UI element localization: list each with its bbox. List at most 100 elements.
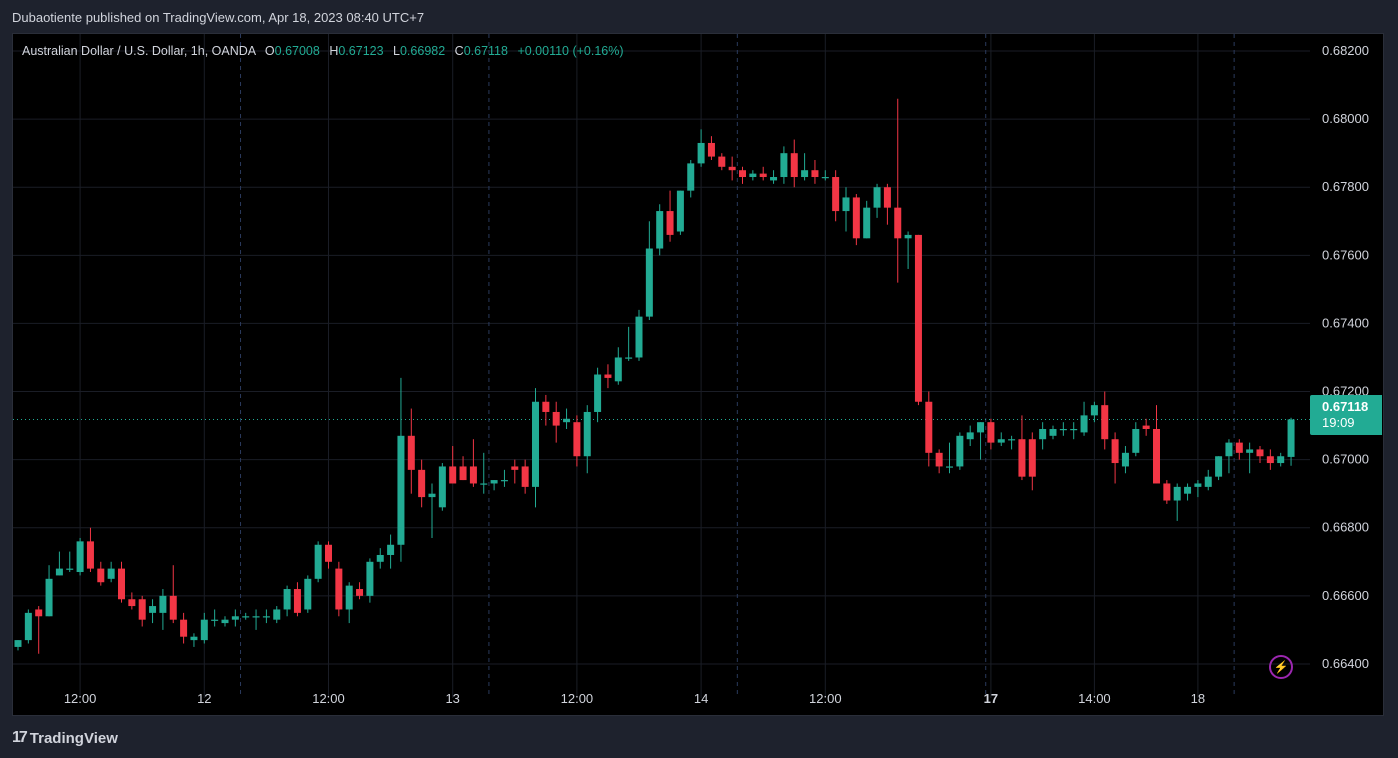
grid-lines — [13, 34, 1310, 698]
y-tick-label: 0.66400 — [1322, 656, 1369, 671]
candle-body — [1142, 425, 1150, 429]
candle — [231, 609, 239, 627]
candle-body — [521, 466, 529, 487]
candle-countdown: 19:09 — [1322, 415, 1355, 430]
candle-body — [676, 190, 684, 232]
candle-body — [128, 599, 136, 607]
candle-body — [76, 541, 84, 573]
candle-body — [573, 422, 581, 457]
candle-body — [780, 153, 788, 178]
candle-body — [1184, 486, 1192, 494]
close-value: 0.67118 — [463, 44, 508, 58]
candles — [14, 98, 1295, 654]
candle-body — [1256, 449, 1264, 457]
candle — [552, 401, 560, 443]
candle — [635, 309, 643, 361]
candle — [821, 170, 829, 181]
candlestick-chart[interactable]: 0.66400 0.66600 0.66800 0.67000 0.67200 0.674… — [13, 34, 1383, 715]
candle-body — [635, 316, 643, 358]
chart-frame[interactable]: 0.66400 0.66600 0.66800 0.67000 0.67200 0.674… — [12, 33, 1384, 716]
candle-body — [273, 609, 281, 620]
candle-body — [925, 401, 933, 453]
candle — [387, 534, 395, 569]
candle — [45, 565, 53, 617]
y-tick-label: 0.67800 — [1322, 179, 1369, 194]
candle — [1194, 480, 1202, 498]
candle — [490, 480, 498, 491]
candle — [1101, 391, 1109, 450]
candle-body — [14, 640, 22, 647]
candle — [55, 551, 63, 576]
x-tick-label: 14 — [694, 691, 708, 706]
candle-body — [438, 466, 446, 508]
candle-body — [1090, 405, 1098, 416]
candle-body — [687, 163, 695, 191]
x-tick-label: 12 — [197, 691, 211, 706]
candle-body — [314, 544, 322, 579]
lightning-icon[interactable]: ⚡ — [1269, 655, 1293, 679]
candle — [801, 153, 809, 181]
footer-branding: 17 TradingView — [12, 729, 118, 747]
candle-body — [1153, 428, 1160, 484]
candle — [563, 408, 571, 429]
candle — [842, 187, 850, 232]
candle-body — [790, 153, 798, 178]
candle — [459, 456, 467, 481]
candle — [35, 606, 43, 654]
candle — [625, 326, 633, 361]
candle — [583, 405, 591, 474]
y-tick-label: 0.67600 — [1322, 247, 1369, 262]
change-value: +0.00110 (+0.16%) — [517, 44, 624, 58]
candle — [697, 129, 705, 167]
session-separators — [240, 34, 1235, 698]
last-price-value: 0.67118 — [1322, 399, 1369, 414]
candle-body — [863, 207, 871, 239]
candle — [24, 609, 32, 644]
candle — [1059, 422, 1067, 436]
price-axis[interactable]: 0.66400 0.66600 0.66800 0.67000 0.67200 0.674… — [1322, 43, 1369, 671]
candle-body — [707, 142, 715, 157]
candle-body — [418, 469, 426, 498]
candle-body — [459, 466, 467, 481]
candle-body — [894, 207, 902, 239]
symbol-title[interactable]: Australian Dollar / U.S. Dollar, 1h, OAN… — [22, 44, 256, 58]
candle-body — [1070, 428, 1078, 431]
candle — [811, 159, 819, 184]
candle-body — [666, 211, 674, 235]
candle — [594, 367, 602, 423]
candle — [262, 609, 270, 624]
candle — [1246, 442, 1254, 474]
candle-body — [500, 480, 508, 482]
x-tick-label: 18 — [1191, 691, 1205, 706]
candle — [832, 170, 840, 222]
time-axis[interactable]: 12:00 12 12:00 13 12:00 14 12:00 17 14:00 18 — [64, 691, 1205, 706]
candle — [66, 551, 74, 573]
candle-body — [190, 636, 198, 641]
candle-body — [697, 142, 705, 164]
candle — [904, 231, 912, 269]
candle-body — [325, 544, 332, 562]
candle-body — [1049, 428, 1057, 436]
candle — [873, 183, 881, 218]
candle — [1049, 425, 1057, 440]
y-tick-label: 0.68000 — [1322, 111, 1369, 126]
candle — [1235, 439, 1243, 460]
close-label: C — [454, 44, 464, 58]
open-value: 0.67008 — [274, 44, 320, 58]
candle-body — [904, 234, 912, 239]
candle-body — [946, 466, 953, 468]
candle-body — [480, 483, 488, 485]
candle — [118, 561, 125, 603]
candle — [418, 459, 426, 508]
candle — [790, 139, 798, 188]
candle-body — [966, 432, 974, 440]
candle-body — [656, 211, 664, 249]
candle-body — [428, 493, 436, 498]
candle-body — [283, 589, 291, 610]
candle-body — [366, 561, 374, 596]
candle-body — [1204, 476, 1212, 487]
candle — [14, 640, 22, 651]
candle-body — [1121, 452, 1129, 467]
candle-body — [852, 197, 860, 239]
candle-body — [469, 466, 477, 484]
